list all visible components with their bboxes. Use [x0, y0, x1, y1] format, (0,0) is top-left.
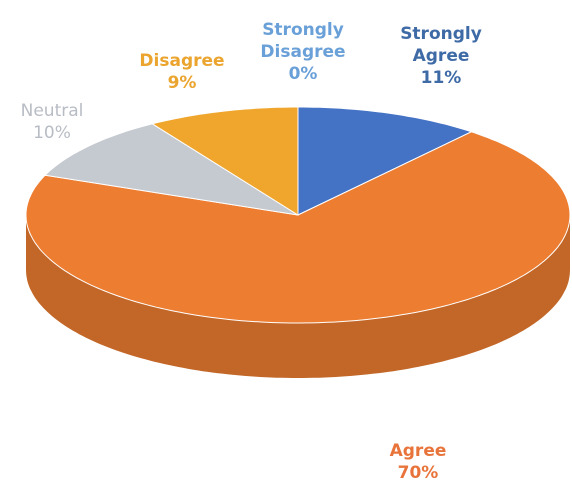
- category-label: Neutral: [20, 101, 84, 121]
- slice: [44, 123, 299, 216]
- category-label: Strongly Disagree: [260, 20, 346, 62]
- value-label: 11%: [420, 68, 462, 88]
- slice-side: [26, 215, 570, 378]
- data-label: Strongly Agree 11%: [391, 23, 491, 89]
- slice: [25, 131, 571, 324]
- value-label: 70%: [397, 463, 439, 483]
- value-label: 9%: [167, 73, 197, 93]
- data-label: Neutral 10%: [2, 100, 102, 144]
- category-label: Disagree: [139, 51, 225, 71]
- data-label: Agree 70%: [368, 440, 468, 484]
- data-label: Disagree 9%: [132, 50, 232, 94]
- category-label: Agree: [389, 441, 447, 461]
- slice: [297, 106, 473, 216]
- slice: [151, 106, 299, 216]
- data-label: Strongly Disagree 0%: [253, 19, 353, 85]
- value-label: 0%: [288, 64, 318, 84]
- category-label: Strongly Agree: [400, 24, 482, 66]
- value-label: 10%: [33, 123, 71, 143]
